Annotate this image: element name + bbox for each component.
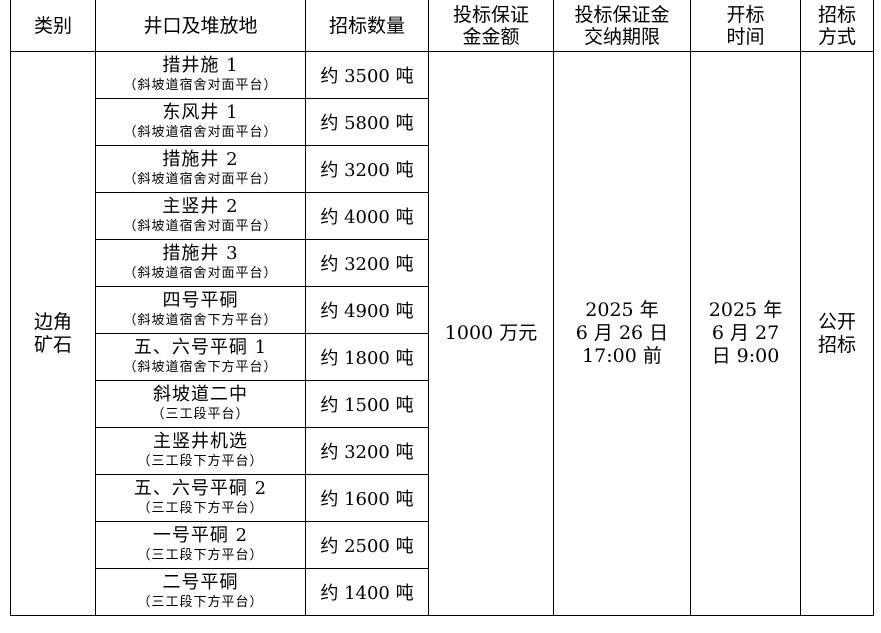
storage-location: （三工段下方平台） [137, 501, 264, 516]
table-row: 五、六号平硐 2 （三工段下方平台） 约 1600 吨 [11, 474, 874, 522]
header-location: 井口及堆放地 [95, 0, 306, 52]
quantity-cell: 约 2500 吨 [305, 521, 429, 569]
header-row: 类别 井口及堆放地 招标数量 投标保证 金金额 投标保证金 交纳期限 开标 时间… [10, 0, 874, 52]
well-name: 五、六号平硐 1 [133, 337, 268, 358]
location-cell: 措施井 3 （斜坡道宿舍对面平台） [95, 239, 306, 287]
location-cell: 措井施 1 （斜坡道宿舍对面平台） [95, 51, 306, 99]
well-name: 措施井 3 [162, 243, 239, 264]
storage-location: （三工段下方平台） [137, 595, 264, 610]
location-cell: 二号平硐 （三工段下方平台） [95, 568, 306, 616]
location-cell: 五、六号平硐 1 （斜坡道宿舍下方平台） [95, 333, 306, 381]
table-row: 斜坡道二中 （三工段平台） 约 1500 吨 [11, 380, 874, 428]
table-row: 四号平硐 （斜坡道宿舍下方平台） 约 4900 吨 [11, 286, 874, 334]
well-name: 四号平硐 [162, 290, 239, 311]
table-row: 主竖井机选 （三工段下方平台） 约 3200 吨 [11, 427, 874, 475]
storage-location: （斜坡道宿舍下方平台） [123, 313, 278, 328]
well-name: 斜坡道二中 [153, 384, 248, 405]
well-name: 五、六号平硐 2 [133, 478, 268, 499]
well-name: 一号平硐 2 [152, 525, 249, 546]
location-cell: 东风井 1 （斜坡道宿舍对面平台） [95, 98, 306, 146]
table-row: 措施井 3 （斜坡道宿舍对面平台） 约 3200 吨 [11, 239, 874, 287]
quantity-cell: 约 5800 吨 [305, 98, 429, 146]
quantity-cell: 约 1500 吨 [305, 380, 429, 428]
method-cell: 公开 招标 [800, 51, 874, 616]
storage-location: （斜坡道宿舍下方平台） [123, 360, 278, 375]
well-name: 东风井 1 [162, 102, 239, 123]
location-cell: 一号平硐 2 （三工段下方平台） [95, 521, 306, 569]
storage-location: （三工段下方平台） [137, 548, 264, 563]
location-cell: 四号平硐 （斜坡道宿舍下方平台） [95, 286, 306, 334]
quantity-cell: 约 4900 吨 [305, 286, 429, 334]
header-deposit-deadline: 投标保证金 交纳期限 [553, 0, 691, 52]
location-cell: 斜坡道二中 （三工段平台） [95, 380, 306, 428]
storage-location: （三工段下方平台） [137, 454, 264, 469]
quantity-cell: 约 4000 吨 [305, 192, 429, 240]
storage-location: （斜坡道宿舍对面平台） [123, 266, 278, 281]
storage-location: （斜坡道宿舍对面平台） [123, 125, 278, 140]
well-name: 二号平硐 [162, 572, 239, 593]
location-cell: 主竖井机选 （三工段下方平台） [95, 427, 306, 475]
table-row: 措施井 2 （斜坡道宿舍对面平台） 约 3200 吨 [11, 145, 874, 193]
well-name: 措井施 1 [162, 55, 239, 76]
table-row: 边角 矿石 措井施 1 （斜坡道宿舍对面平台） 约 3500 吨 1000 万元 … [10, 51, 874, 616]
quantity-cell: 约 1800 吨 [305, 333, 429, 381]
table-row: 主竖井 2 （斜坡道宿舍对面平台） 约 4000 吨 [11, 192, 874, 240]
well-name: 主竖井 2 [162, 196, 239, 217]
opening-time-cell: 2025 年 6 月 27 日 9:00 [690, 51, 801, 616]
header-opening-time: 开标 时间 [690, 0, 801, 52]
table-row: 东风井 1 （斜坡道宿舍对面平台） 约 5800 吨 [11, 98, 874, 146]
deposit-deadline-cell: 2025 年 6 月 26 日 17:00 前 [553, 51, 691, 616]
header-deposit-amount: 投标保证 金金额 [428, 0, 554, 52]
deposit-amount-cell: 1000 万元 [428, 51, 554, 616]
quantity-cell: 约 1400 吨 [305, 568, 429, 616]
quantity-cell: 约 3200 吨 [305, 239, 429, 287]
table-row: 五、六号平硐 1 （斜坡道宿舍下方平台） 约 1800 吨 [11, 333, 874, 381]
location-cell: 五、六号平硐 2 （三工段下方平台） [95, 474, 306, 522]
storage-location: （斜坡道宿舍对面平台） [123, 219, 278, 234]
well-name: 措施井 2 [162, 149, 239, 170]
header-category: 类别 [10, 0, 96, 52]
header-quantity: 招标数量 [305, 0, 429, 52]
table-row: 二号平硐 （三工段下方平台） 约 1400 吨 [11, 568, 874, 616]
storage-location: （斜坡道宿舍对面平台） [123, 172, 278, 187]
tender-table: 类别 井口及堆放地 招标数量 投标保证 金金额 投标保证金 交纳期限 开标 时间… [10, 0, 874, 616]
quantity-cell: 约 3500 吨 [305, 51, 429, 99]
quantity-cell: 约 1600 吨 [305, 474, 429, 522]
header-method: 招标 方式 [800, 0, 874, 52]
location-cell: 主竖井 2 （斜坡道宿舍对面平台） [95, 192, 306, 240]
quantity-cell: 约 3200 吨 [305, 145, 429, 193]
storage-location: （三工段平台） [151, 407, 250, 422]
category-cell: 边角 矿石 [10, 51, 96, 616]
storage-location: （斜坡道宿舍对面平台） [123, 78, 278, 93]
well-name: 主竖井机选 [153, 431, 248, 452]
location-cell: 措施井 2 （斜坡道宿舍对面平台） [95, 145, 306, 193]
quantity-cell: 约 3200 吨 [305, 427, 429, 475]
